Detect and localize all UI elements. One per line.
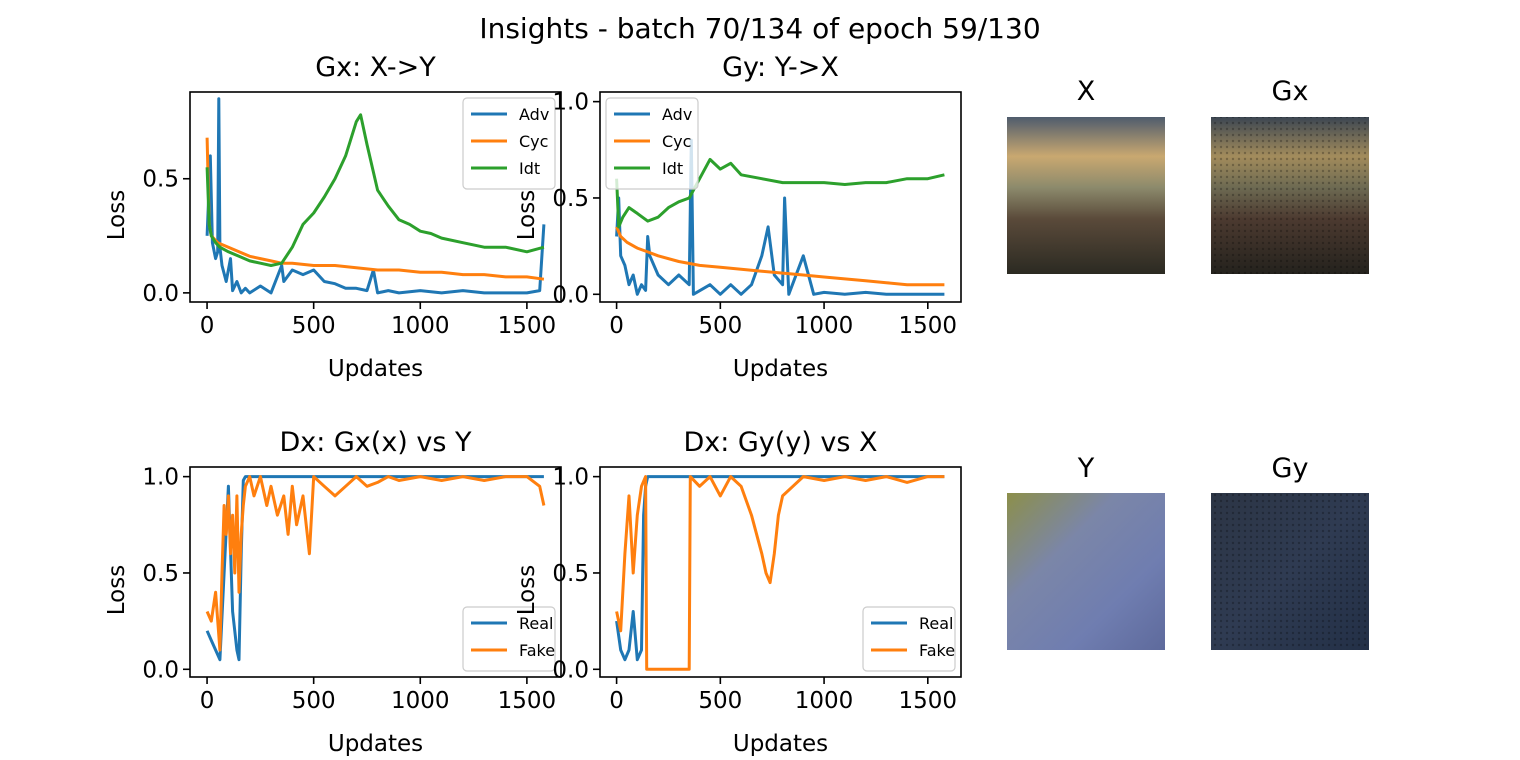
y-tick-label: 0.0 (142, 657, 179, 683)
y-tick-label: 0.5 (142, 561, 179, 587)
x-tick-label: 0 (200, 313, 215, 339)
image-x (1007, 117, 1165, 274)
x-axis-label: Updates (328, 356, 423, 382)
legend-label-adv: Adv (519, 105, 549, 124)
chart-title: Gx: X->Y (315, 52, 436, 83)
legend-label-idt: Idt (662, 159, 683, 178)
image-y (1007, 493, 1165, 650)
x-tick-label: 0 (609, 688, 624, 714)
image-title-x: X (1077, 76, 1096, 107)
image-panel-x: X (1007, 76, 1165, 274)
legend-label-idt: Idt (519, 159, 540, 178)
x-tick-label: 1500 (899, 688, 958, 714)
figure-suptitle: Insights - batch 70/134 of epoch 59/130 (479, 12, 1040, 45)
y-tick-label: 0.0 (552, 657, 589, 683)
y-axis-label: Loss (104, 565, 130, 615)
legend: Adv Cyc Idt (462, 97, 556, 190)
image-title-y: Y (1077, 453, 1095, 484)
series-line-cyc (615, 226, 945, 287)
legend-label-adv: Adv (662, 105, 692, 124)
series-line-adv (205, 97, 546, 295)
x-tick-label: 1500 (498, 313, 557, 339)
image-panel-gx: Gx (1211, 76, 1369, 274)
plot-frame (189, 466, 562, 678)
chart-dx-gy-vs-x: Dx: Gy(y) vs X 0 500 1000 1500 0.0 0.5 1.0 Updat… (514, 427, 962, 757)
y-tick-label: 0.5 (142, 167, 179, 193)
legend: Adv Cyc Idt (605, 97, 699, 190)
y-tick-label: 1.0 (142, 465, 179, 491)
x-tick-label: 1000 (391, 688, 450, 714)
series-line-idt (205, 113, 545, 267)
chart-dx-gx-vs-y: Dx: Gx(x) vs Y 0 500 1000 1500 0.0 0.5 1.0 Updat… (104, 427, 562, 757)
x-tick-label: 500 (292, 313, 336, 339)
x-tick-label: 1500 (498, 688, 557, 714)
legend-label-fake: Fake (919, 641, 955, 660)
x-tick-label: 500 (698, 688, 742, 714)
plot-frame (599, 91, 962, 303)
chart-gx-loss: Gx: X->Y0 500 1000 15000.00.5UpdatesLossAdv… (104, 52, 562, 382)
series-line-fake (205, 475, 546, 652)
legend-label-cyc: Cyc (519, 132, 548, 151)
series-line-adv (615, 138, 945, 296)
x-tick-label: 1500 (899, 313, 958, 339)
chart-title: Gy: Y->X (722, 52, 839, 83)
series-line-idt (615, 157, 945, 229)
series-line-cyc (205, 137, 545, 281)
image-panel-gy: Gy (1211, 453, 1369, 650)
legend-label-fake: Fake (519, 641, 555, 660)
legend: Real Fake (462, 606, 556, 672)
y-tick-label: 0.0 (142, 281, 179, 307)
x-tick-label: 1000 (391, 313, 450, 339)
image-title-gy: Gy (1272, 453, 1309, 484)
y-tick-label: 0.5 (552, 561, 589, 587)
x-tick-label: 0 (609, 313, 624, 339)
x-tick-label: 1000 (795, 688, 854, 714)
image-gy-artifacts (1211, 493, 1369, 650)
y-tick-label: 1.0 (552, 90, 589, 116)
legend-box (605, 97, 699, 190)
legend-label-cyc: Cyc (662, 132, 691, 151)
image-gx-artifacts (1211, 117, 1369, 274)
legend-box (462, 97, 556, 190)
x-tick-label: 0 (200, 688, 215, 714)
legend-label-real: Real (919, 614, 954, 633)
image-panel-y: Y (1007, 453, 1165, 650)
y-tick-label: 0.0 (552, 282, 589, 308)
y-tick-label: 1.0 (552, 465, 589, 491)
chart-gy-loss: Gy: Y->X 0 500 1000 1500 0.0 0.5 1.0 Updates Loss… (514, 52, 962, 382)
plot-frame (189, 91, 562, 303)
x-tick-label: 1000 (795, 313, 854, 339)
chart-title: Dx: Gx(x) vs Y (279, 427, 472, 458)
plot-frame (599, 466, 962, 678)
series-line-fake (615, 475, 945, 671)
legend: Real Fake (862, 606, 956, 672)
x-axis-label: Updates (328, 731, 423, 757)
x-axis-label: Updates (733, 731, 828, 757)
y-tick-label: 0.5 (552, 186, 589, 212)
x-tick-label: 500 (292, 688, 336, 714)
y-axis-label: Loss (514, 565, 540, 615)
x-tick-label: 500 (698, 313, 742, 339)
y-axis-label: Loss (104, 190, 130, 240)
x-axis-label: Updates (733, 356, 828, 382)
legend-label-real: Real (519, 614, 554, 633)
image-title-gx: Gx (1272, 76, 1309, 107)
chart-title: Dx: Gy(y) vs X (683, 427, 877, 458)
y-axis-label: Loss (514, 190, 540, 240)
